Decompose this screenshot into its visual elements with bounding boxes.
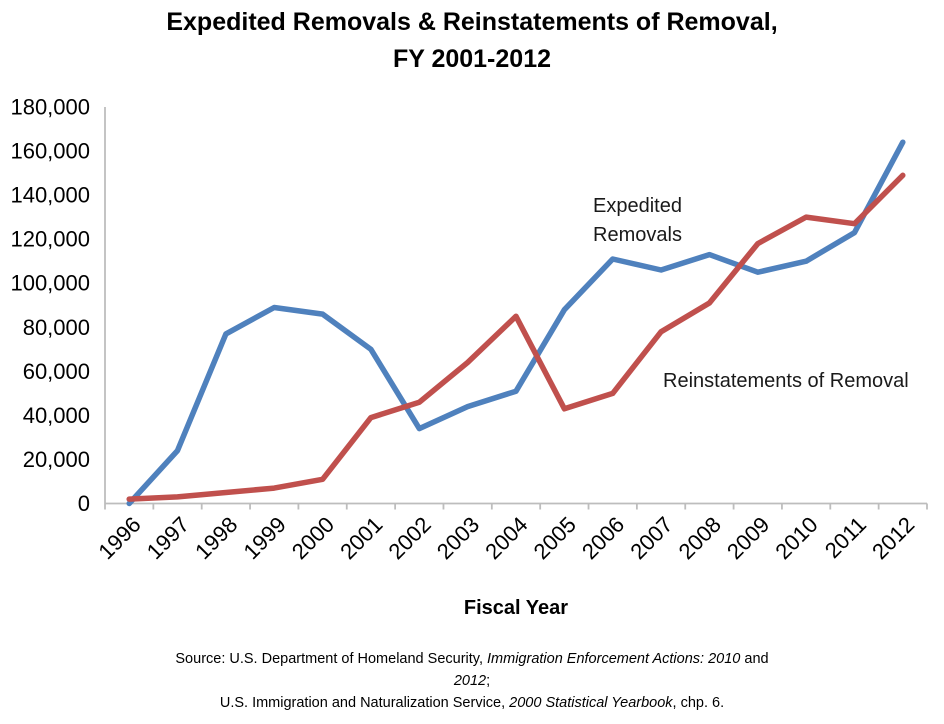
x-tick-label: 1998 [190, 512, 242, 564]
x-tick-label: 2012 [867, 512, 919, 564]
x-tick-label: 2005 [529, 512, 581, 564]
y-tick-label: 120,000 [10, 227, 90, 252]
x-tick-label: 2003 [432, 512, 484, 564]
x-tick-label: 2009 [722, 512, 774, 564]
source-text-segment: U.S. Immigration and Naturalization Serv… [219, 695, 510, 711]
y-tick-label: 100,000 [10, 271, 90, 296]
y-tick-label: 40,000 [23, 403, 90, 428]
series-line-expedited-removals [126, 139, 906, 507]
y-tick-label: 0 [78, 491, 90, 516]
source-line-2: 2012; [0, 670, 944, 692]
source-text-segment: Source: U.S. Department of Homeland Secu… [175, 651, 488, 667]
y-tick-label: 140,000 [10, 183, 90, 208]
source-italic-segment: Immigration Enforcement Actions: 2010 [487, 651, 741, 667]
series-label-expedited-removals: Expedited Removals [593, 195, 682, 246]
source-text-segment: and [740, 651, 769, 667]
y-tick-label: 160,000 [10, 139, 90, 164]
chart-title: Expedited Removals & Reinstatements of R… [0, 4, 944, 78]
y-tick-label: 60,000 [23, 359, 90, 384]
y-tick-label: 180,000 [10, 95, 90, 120]
x-tick-label: 2004 [480, 512, 532, 564]
source-italic-segment: 2000 Statistical Yearbook [509, 695, 673, 711]
chart-title-line2: FY 2001-2012 [393, 45, 551, 73]
series-line-reinstatements-of-removal [126, 172, 906, 502]
x-tick-label: 1999 [238, 512, 290, 564]
x-tick-label: 2010 [770, 512, 822, 564]
x-axis-title: Fiscal Year [463, 597, 569, 619]
x-tick-label: 2011 [820, 512, 871, 563]
source-italic-segment: 2012 [453, 673, 487, 689]
x-tick-label: 2000 [287, 512, 339, 564]
source-line-3: U.S. Immigration and Naturalization Serv… [0, 692, 944, 714]
x-tick-label: 1996 [93, 512, 145, 564]
x-tick-label: 2002 [384, 512, 436, 564]
y-tick-label: 20,000 [23, 447, 90, 472]
x-tick-label: 1997 [142, 512, 194, 564]
source-line-1: Source: U.S. Department of Homeland Secu… [0, 648, 944, 670]
source-text-segment: , chp. 6. [672, 695, 725, 711]
chart-title-line1: Expedited Removals & Reinstatements of R… [166, 8, 778, 36]
y-tick-label: 80,000 [23, 315, 90, 340]
x-tick-label: 2006 [577, 512, 629, 564]
x-tick-label: 2008 [674, 512, 726, 564]
x-tick-label: 2001 [335, 512, 387, 564]
series-label-reinstatements-of-removal: Reinstatements of Removal [663, 370, 909, 392]
source-citation: Source: U.S. Department of Homeland Secu… [0, 648, 944, 714]
source-text-segment: ; [486, 673, 491, 689]
x-tick-label: 2007 [625, 512, 677, 564]
